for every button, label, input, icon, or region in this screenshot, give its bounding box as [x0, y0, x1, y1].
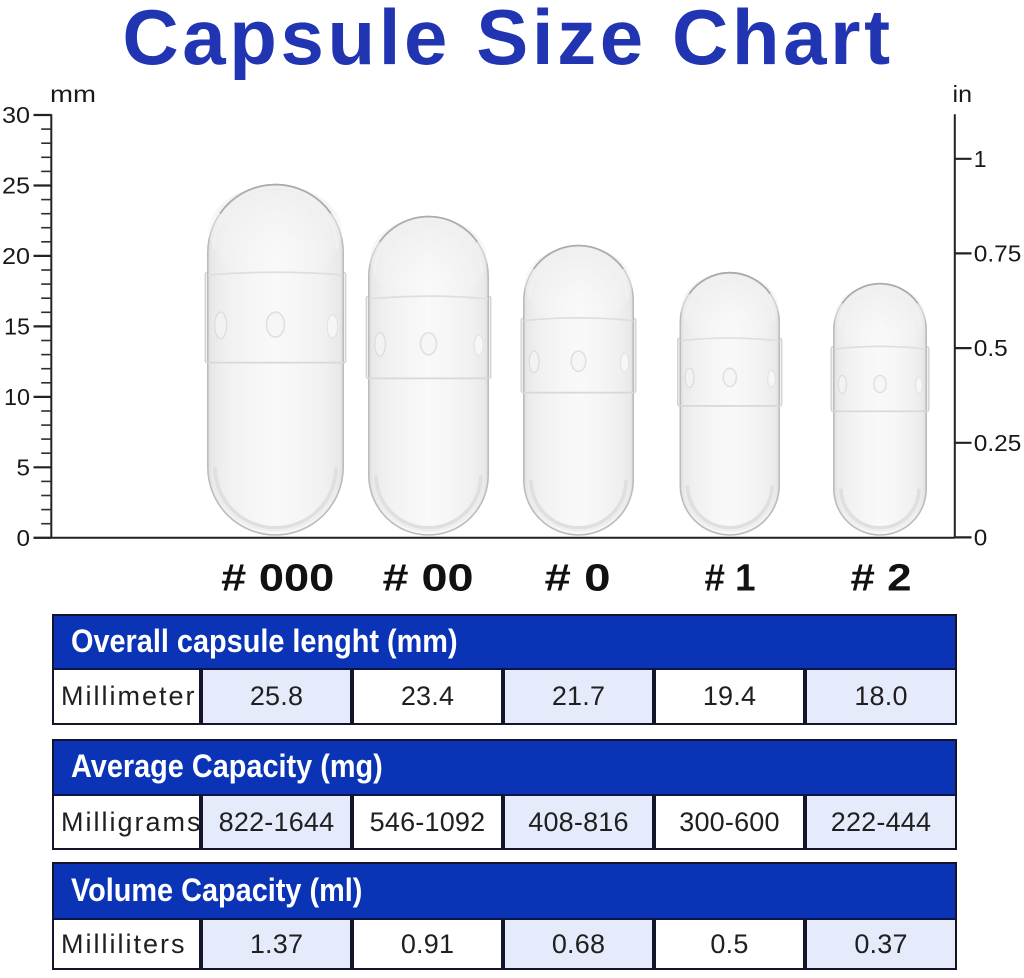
svg-text:mm: mm [50, 81, 96, 107]
svg-text:10: 10 [4, 384, 30, 410]
svg-text:15: 15 [4, 313, 30, 339]
svg-text:1: 1 [974, 146, 987, 172]
svg-text:# 00: # 00 [383, 558, 474, 600]
svg-text:0: 0 [974, 524, 988, 550]
svg-text:# 0: # 0 [545, 558, 611, 600]
svg-text:0: 0 [17, 525, 31, 551]
svg-text:0.5: 0.5 [974, 335, 1008, 361]
svg-text:# 1: # 1 [705, 558, 756, 600]
svg-text:5: 5 [17, 454, 31, 480]
svg-text:# 000: # 000 [221, 558, 334, 600]
svg-text:25: 25 [2, 173, 30, 199]
svg-text:20: 20 [2, 243, 30, 269]
svg-text:in: in [953, 81, 973, 107]
svg-text:# 2: # 2 [851, 558, 912, 600]
svg-text:30: 30 [2, 102, 30, 128]
svg-text:0.75: 0.75 [974, 240, 1022, 266]
svg-text:0.25: 0.25 [974, 430, 1022, 456]
